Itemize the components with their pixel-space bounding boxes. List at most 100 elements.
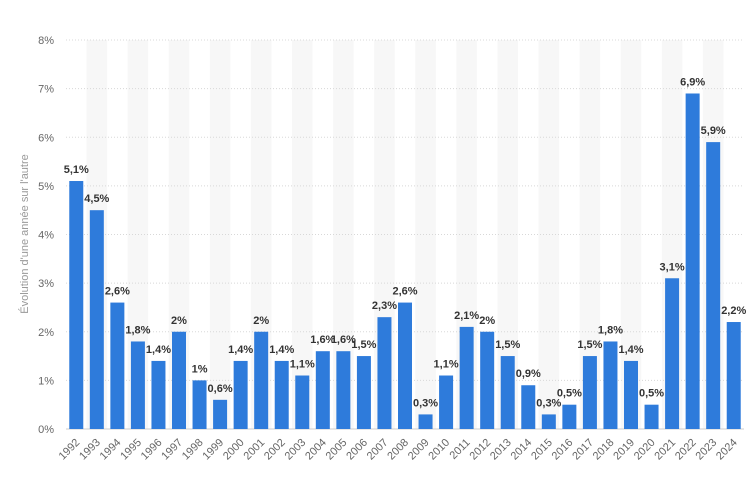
x-tick-label: 2022: [673, 437, 699, 463]
bar[interactable]: [110, 302, 125, 429]
bar[interactable]: [480, 331, 495, 429]
data-label: 2,6%: [105, 286, 130, 298]
data-label: 0,5%: [639, 388, 664, 400]
x-tick-label: 2007: [365, 437, 391, 463]
data-label: 1,6%: [310, 334, 335, 346]
data-label: 2%: [171, 315, 187, 327]
data-label: 1,5%: [577, 339, 602, 351]
data-label: 2,3%: [372, 300, 397, 312]
data-label: 1,5%: [351, 339, 376, 351]
y-tick-label: 1%: [38, 375, 54, 387]
data-label: 1,5%: [495, 339, 520, 351]
bar[interactable]: [295, 375, 310, 429]
data-label: 2%: [479, 315, 495, 327]
x-tick-label: 2018: [591, 437, 617, 463]
bar[interactable]: [644, 404, 659, 429]
data-label: 2%: [253, 315, 269, 327]
x-tick-label: 2024: [714, 437, 740, 463]
y-tick-label: 7%: [38, 84, 54, 96]
x-tick-label: 2013: [488, 437, 514, 463]
y-tick-label: 3%: [38, 278, 54, 290]
x-tick-label: 1999: [200, 437, 226, 463]
x-tick-label: 2002: [262, 437, 288, 463]
bar[interactable]: [624, 360, 638, 429]
x-tick-label: 2021: [652, 437, 678, 463]
bar[interactable]: [665, 278, 680, 429]
x-tick-label: 2016: [550, 437, 576, 463]
bar[interactable]: [233, 360, 248, 429]
bar[interactable]: [439, 375, 454, 429]
y-axis-title: Évolution d'une année sur l'autre: [18, 154, 31, 314]
data-label: 0,5%: [557, 388, 582, 400]
x-axis-ticks: 1992199319941995199619971998199920002001…: [57, 437, 740, 463]
y-tick-label: 4%: [38, 230, 54, 242]
y-tick-label: 6%: [38, 132, 54, 144]
y-tick-label: 8%: [38, 35, 54, 47]
x-tick-label: 2017: [570, 437, 596, 463]
x-tick-label: 2001: [242, 437, 268, 463]
bar[interactable]: [459, 326, 474, 429]
bar[interactable]: [89, 210, 104, 429]
x-tick-label: 2003: [283, 437, 309, 463]
x-tick-label: 2000: [221, 437, 247, 463]
bar[interactable]: [213, 399, 228, 429]
bar[interactable]: [315, 351, 330, 429]
y-axis-ticks: 0% 1% 2% 3% 4% 5% 6% 7% 8%: [38, 35, 54, 436]
data-label: 1,4%: [228, 344, 253, 356]
bar[interactable]: [418, 414, 433, 429]
data-label: 1,8%: [598, 324, 623, 336]
data-label: 0,9%: [516, 368, 541, 380]
y-tick-label: 2%: [38, 327, 54, 339]
data-label: 6,9%: [680, 76, 705, 88]
data-label: 1,4%: [618, 344, 643, 356]
data-label: 1%: [192, 363, 208, 375]
bar[interactable]: [541, 414, 556, 429]
x-tick-label: 1993: [77, 437, 103, 463]
data-label: 2,6%: [392, 286, 417, 298]
x-tick-label: 2019: [611, 437, 637, 463]
bar[interactable]: [603, 341, 618, 429]
data-label: 2,2%: [721, 305, 746, 317]
bar[interactable]: [706, 142, 721, 430]
x-tick-label: 1996: [139, 437, 165, 463]
data-label: 3,1%: [660, 261, 685, 273]
bar[interactable]: [151, 360, 166, 429]
data-label: 1,4%: [146, 344, 171, 356]
x-tick-label: 2012: [468, 437, 494, 463]
bar[interactable]: [336, 351, 351, 429]
bar[interactable]: [192, 380, 207, 429]
data-labels: 5,1% 4,5% 2,6% 1,8% 1,4% 2% 1%0,6% 1,4% 2% 1,4% 1,…: [64, 76, 747, 409]
data-label: 1,6%: [331, 334, 356, 346]
x-tick-label: 2011: [448, 437, 473, 462]
data-label: 0,6%: [208, 383, 233, 395]
bar[interactable]: [377, 317, 392, 429]
bar[interactable]: [69, 181, 84, 429]
x-tick-label: 2008: [385, 437, 411, 463]
bar[interactable]: [254, 331, 269, 429]
x-tick-label: 2009: [406, 437, 432, 463]
bar[interactable]: [685, 93, 700, 430]
bar[interactable]: [130, 341, 145, 429]
bar[interactable]: [500, 356, 515, 429]
data-label: 5,1%: [64, 164, 89, 176]
bar[interactable]: [356, 356, 371, 429]
data-label: 2,1%: [454, 310, 479, 322]
data-label: 4,5%: [84, 193, 109, 205]
bar[interactable]: [274, 360, 289, 429]
column-band: [209, 40, 231, 429]
bar[interactable]: [582, 356, 597, 429]
x-tick-label: 2015: [529, 437, 555, 463]
y-tick-label: 5%: [38, 181, 54, 193]
bar[interactable]: [398, 302, 412, 429]
x-tick-label: 2010: [426, 437, 452, 463]
bar[interactable]: [726, 322, 741, 429]
bar[interactable]: [521, 385, 536, 429]
column-band: [538, 40, 560, 429]
bar[interactable]: [172, 331, 186, 429]
column-band: [579, 40, 601, 429]
data-label: 1,1%: [290, 359, 315, 371]
bar[interactable]: [562, 404, 577, 429]
x-tick-label: 2023: [694, 437, 720, 463]
